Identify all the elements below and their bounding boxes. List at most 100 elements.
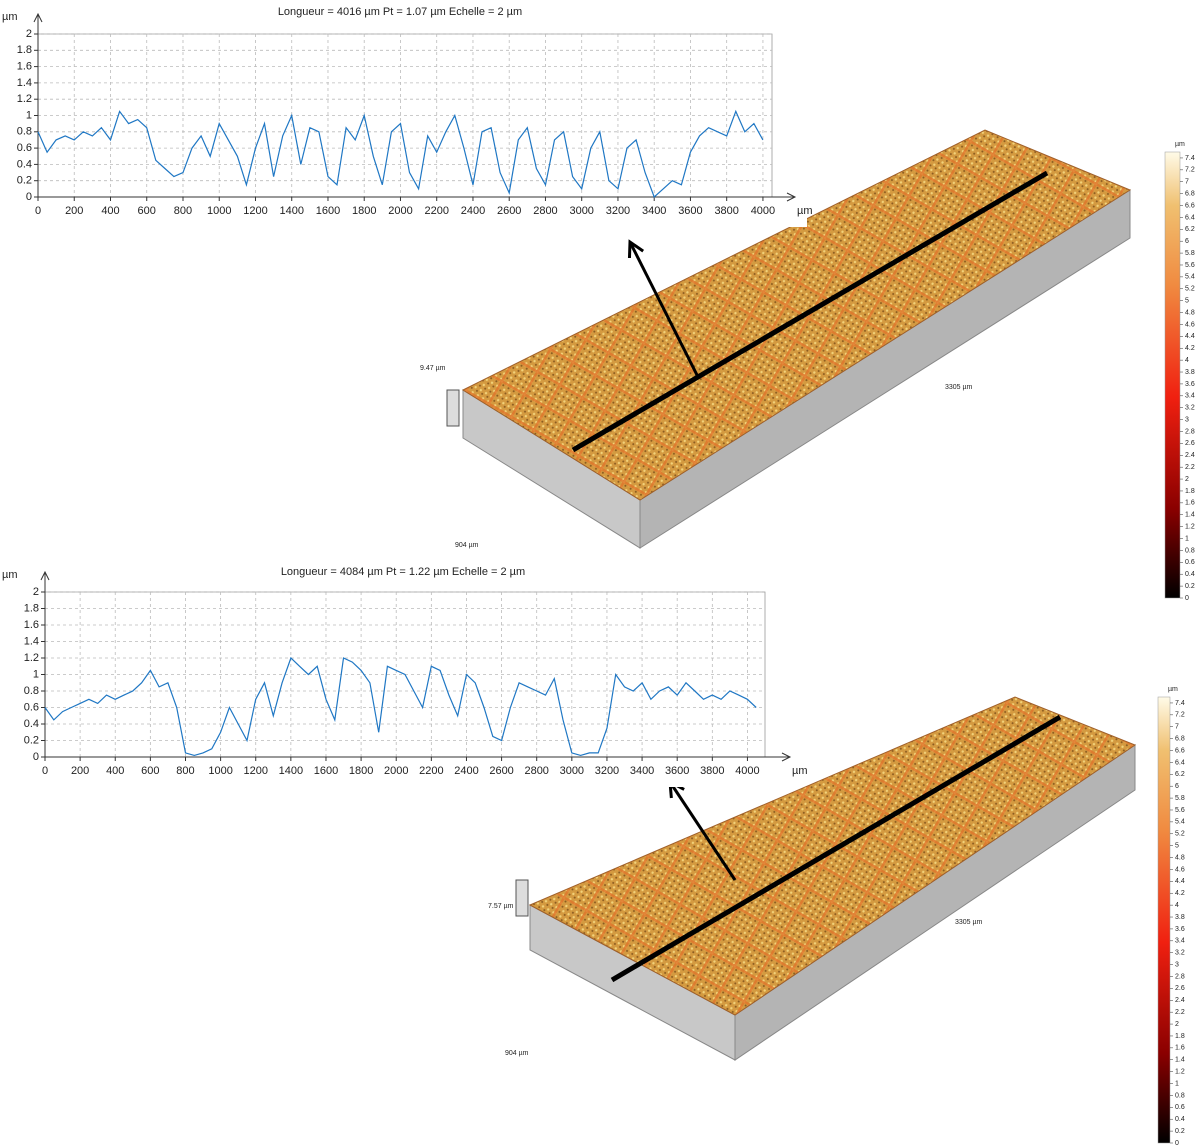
x-tick-label: 400 (106, 765, 124, 777)
colorbar-tick-label: 6.8 (1175, 735, 1185, 742)
colorbar-tick-label: 2.4 (1185, 452, 1195, 459)
colorbar-tick-label: 1.4 (1185, 512, 1195, 519)
x-tick-label: 200 (65, 205, 83, 217)
colorbar-tick-label: 5.8 (1175, 795, 1185, 802)
colorbar-unit: µm (1168, 686, 1178, 693)
colorbar-tick-label: 1.8 (1185, 488, 1195, 495)
colorbar-tick-label: 4.6 (1175, 866, 1185, 873)
x-tick-label: 1000 (208, 765, 232, 777)
colorbar-tick-label: 3.6 (1185, 381, 1195, 388)
x-tick-label: 2800 (524, 765, 548, 777)
colorbar-tick-label: 2.6 (1185, 440, 1195, 447)
colorbar-tick-label: 0.8 (1175, 1092, 1185, 1099)
colorbar-tick-label: 0.6 (1175, 1104, 1185, 1111)
y-tick-label: 1.4 (17, 77, 32, 89)
colorbar (1164, 151, 1181, 599)
chart-background (0, 0, 807, 227)
colorbar-tick-label: 6.4 (1175, 759, 1185, 766)
colorbar-tick-label: 3.8 (1185, 369, 1195, 376)
colorbar-tick-label: 6.8 (1185, 190, 1195, 197)
colorbar-tick-label: 1.6 (1175, 1045, 1185, 1052)
profile-line (44, 656, 757, 757)
colorbar-tick-label: 6.6 (1175, 747, 1185, 754)
x-tick-label: 1000 (207, 205, 231, 217)
y-tick-label: 0.4 (24, 718, 39, 730)
y-axis-label: µm (2, 569, 18, 581)
y-tick-label: 1.4 (24, 635, 39, 647)
colorbar-tick-label: 1.2 (1175, 1068, 1185, 1075)
y-tick-label: 0.2 (17, 175, 32, 187)
y-tick-label: 0.6 (24, 701, 39, 713)
colorbar-tick-label: 6.2 (1185, 226, 1195, 233)
y-tick-label: 0.4 (17, 158, 32, 170)
x-tick-label: 1600 (314, 765, 338, 777)
x-tick-label: 0 (35, 205, 41, 217)
colorbar-tick-label: 0 (1175, 1140, 1179, 1146)
arrow-shaft (668, 781, 737, 881)
height-label: 7.57 µm (488, 903, 514, 910)
y-tick-label: 1 (26, 109, 32, 121)
x-tick-label: 1400 (279, 205, 303, 217)
colorbar-tick-label: 3.6 (1175, 926, 1185, 933)
colorbar-tick-label: 1.4 (1175, 1057, 1185, 1064)
y-tick-label: 0.2 (24, 734, 39, 746)
arrow-head (627, 239, 645, 259)
height-scale (515, 879, 529, 917)
colorbar-tick-label: 5.8 (1185, 250, 1195, 257)
y-tick-label: 0 (33, 751, 39, 763)
x-tick-label: 3800 (700, 765, 724, 777)
x-tick-label: 1200 (243, 765, 267, 777)
colorbar-tick-label: 4.4 (1185, 333, 1195, 340)
colorbar-tick-label: 6 (1175, 783, 1179, 790)
colorbar-tick-label: 5.4 (1175, 819, 1185, 826)
x-tick-label: 2800 (533, 205, 557, 217)
width-label: 904 µm (455, 542, 479, 549)
colorbar-tick-label: 5.2 (1175, 831, 1185, 838)
x-tick-label: 1600 (316, 205, 340, 217)
length-label: 3305 µm (955, 919, 983, 926)
colorbar-tick-label: 5.6 (1185, 262, 1195, 269)
colorbar-tick-label: 4.8 (1185, 309, 1195, 316)
x-axis (45, 752, 792, 762)
colorbar-tick-label: 3 (1175, 961, 1179, 968)
x-tick-label: 2400 (461, 205, 485, 217)
y-tick-label: 0.8 (24, 685, 39, 697)
x-tick-label: 600 (138, 205, 156, 217)
y-axis (33, 12, 43, 197)
arrow-shaft (628, 241, 699, 376)
surface-top (528, 696, 1137, 1016)
colorbar-tick-label: 2.2 (1175, 1009, 1185, 1016)
colorbar-tick-label: 2.6 (1175, 985, 1185, 992)
colorbar-tick-label: 4 (1185, 357, 1189, 364)
colorbar-tick-label: 3.2 (1175, 950, 1185, 957)
colorbar-tick-label: 5.2 (1185, 286, 1195, 293)
colorbar-tick-label: 1 (1185, 535, 1189, 542)
colorbar-tick-label: 7.4 (1185, 155, 1195, 162)
colorbar-tick-label: 1.6 (1185, 500, 1195, 507)
x-tick-label: 2200 (419, 765, 443, 777)
x-tick-label: 4000 (735, 765, 759, 777)
x-tick-label: 2400 (454, 765, 478, 777)
x-axis-label: µm (792, 765, 808, 777)
colorbar-tick-label: 2 (1185, 476, 1189, 483)
colorbar-tick-label: 5.6 (1175, 807, 1185, 814)
colorbar-tick-label: 0 (1185, 595, 1189, 602)
x-tick-label: 3000 (569, 205, 593, 217)
colorbar-tick-label: 2.8 (1175, 973, 1185, 980)
colorbar-tick-label: 6.4 (1185, 214, 1195, 221)
colorbar-tick-label: 0.2 (1175, 1128, 1185, 1135)
profile-line (37, 109, 764, 199)
y-tick-label: 2 (26, 28, 32, 40)
colorbar-tick-label: 3 (1185, 416, 1189, 423)
y-axis (40, 570, 50, 757)
x-tick-label: 4000 (751, 205, 775, 217)
colorbar-tick-label: 7 (1175, 724, 1179, 731)
x-tick-label: 2600 (489, 765, 513, 777)
x-tick-label: 800 (174, 205, 192, 217)
colorbar-tick-label: 1.2 (1185, 523, 1195, 530)
colorbar-tick-label: 0.4 (1175, 1116, 1185, 1123)
colorbar-tick-label: 6.2 (1175, 771, 1185, 778)
colorbar-unit: µm (1175, 141, 1185, 148)
x-axis (38, 192, 797, 202)
